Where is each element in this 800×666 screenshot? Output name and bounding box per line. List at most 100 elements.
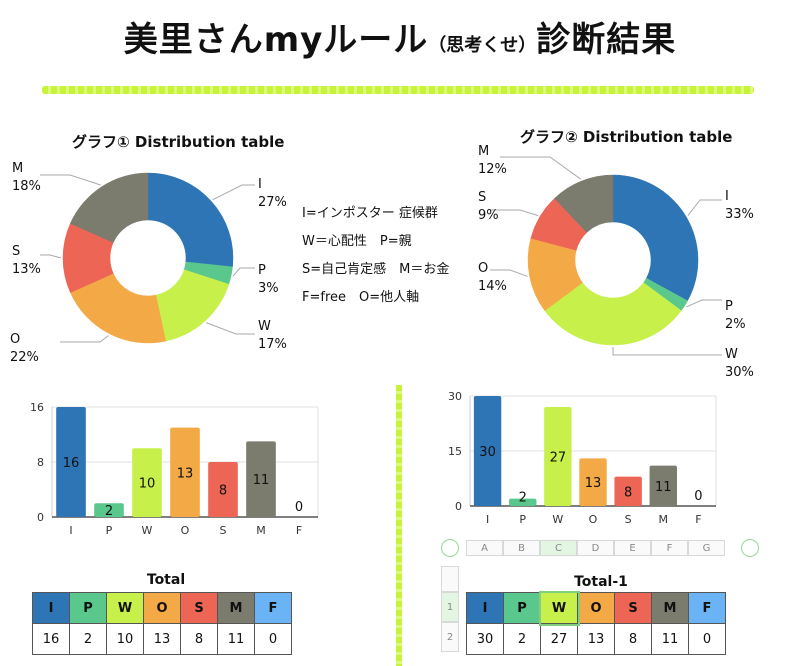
table1-value-m: 11 bbox=[217, 623, 255, 655]
bar1-value-label-i: 16 bbox=[63, 456, 80, 471]
pie1-label-o-name: O bbox=[10, 332, 21, 347]
column-header-f[interactable]: F bbox=[651, 540, 688, 556]
bar1-ytick-label: 8 bbox=[37, 456, 44, 469]
pie2-leader-i bbox=[687, 199, 722, 216]
bar1-xtick-o: O bbox=[181, 524, 190, 537]
table2-value-o[interactable]: 13 bbox=[577, 623, 615, 655]
pie2-leader-w bbox=[612, 347, 722, 356]
row-header-spacer bbox=[441, 566, 459, 592]
pie1-slice-o bbox=[70, 273, 166, 344]
column-header-a[interactable]: A bbox=[466, 540, 503, 556]
table2-value-i[interactable]: 30 bbox=[466, 623, 504, 655]
pie2-label-s: S 9% bbox=[478, 189, 499, 225]
column-header-g[interactable]: G bbox=[688, 540, 725, 556]
table2-header-p[interactable]: P bbox=[503, 592, 541, 624]
title-main-b: 診断結果 bbox=[536, 20, 677, 60]
pie2-label-w-pct: 30% bbox=[725, 365, 754, 380]
bar1-bar-w bbox=[132, 448, 162, 517]
table2-header-m[interactable]: M bbox=[651, 592, 689, 624]
pie1-slice-w bbox=[155, 269, 230, 342]
legend-line-1: I=インポスター 症候群 bbox=[302, 206, 438, 221]
pie1-leader-m bbox=[40, 174, 101, 186]
pie2-leader-o bbox=[490, 269, 528, 277]
pie2-label-i-pct: 33% bbox=[725, 207, 754, 222]
bar1-xtick-w: W bbox=[142, 524, 153, 537]
pie1-label-i-name: I bbox=[258, 177, 262, 192]
pie2-leader-s bbox=[490, 209, 539, 217]
pie2-label-o-name: O bbox=[478, 261, 489, 276]
bar2-chart: 0 15 30 30 I 2 P 27 W 13 O 8 S 11 M 0 F bbox=[448, 390, 717, 526]
bar1-bar-s bbox=[208, 462, 238, 517]
legend-text-block: I=インポスター 症候群 W＝心配性 P=親 S=自己肯定感 M＝お金 F=fr… bbox=[302, 200, 449, 312]
bar1-xtick-p: P bbox=[106, 524, 113, 537]
pie2-label-m-name: M bbox=[478, 144, 490, 159]
column-header-e[interactable]: E bbox=[614, 540, 651, 556]
pie2-label-m: M 12% bbox=[478, 143, 507, 179]
bar1-bar-o bbox=[170, 427, 200, 517]
bar2-bar-i bbox=[473, 396, 502, 506]
pie2-label-o: O 14% bbox=[478, 260, 507, 296]
highlight-divider-vertical bbox=[396, 385, 402, 666]
bar2-bar-m bbox=[649, 465, 677, 506]
bar1-value-label-s: 8 bbox=[219, 484, 227, 499]
pie2-slice-w bbox=[544, 282, 682, 346]
bar1-value-label-f: 0 bbox=[295, 500, 303, 515]
table1-header-o: O bbox=[143, 592, 181, 624]
pie2-label-i-name: I bbox=[725, 189, 729, 204]
bar2-value-label-f: 0 bbox=[694, 489, 702, 504]
bar2-xtick-p: P bbox=[519, 513, 526, 526]
pie2-label-p-pct: 2% bbox=[725, 317, 746, 332]
bar2-marks: 0 15 30 30 I 2 P 27 W 13 O 8 S 11 M 0 F bbox=[448, 390, 717, 526]
column-handle-button[interactable] bbox=[741, 539, 759, 557]
table2-header-w[interactable]: W bbox=[538, 590, 580, 626]
select-all-button[interactable] bbox=[441, 539, 459, 557]
pie1-label-p-name: P bbox=[258, 263, 266, 278]
row-header-1[interactable]: 1 bbox=[441, 592, 459, 622]
bar2-value-label-m: 11 bbox=[655, 480, 672, 495]
table2-value-s[interactable]: 8 bbox=[614, 623, 652, 655]
bar1-marks: 0 8 16 16 I 2 P 10 W 13 O 8 S 11 M 0 F bbox=[30, 401, 319, 537]
pie1-label-i: I 27% bbox=[258, 176, 287, 212]
table2-header-i[interactable]: I bbox=[466, 592, 504, 624]
pie1-label-s: S 13% bbox=[12, 243, 41, 279]
table2-value-m[interactable]: 11 bbox=[651, 623, 689, 655]
page-title: 美里さんmyルール（思考くせ）診断結果 bbox=[0, 12, 800, 61]
bar1-ytick-label: 0 bbox=[37, 511, 44, 524]
pie1-leader-o bbox=[60, 335, 109, 343]
bar1-chart: 0 8 16 16 I 2 P 10 W 13 O 8 S 11 M 0 F bbox=[30, 401, 319, 537]
table2-header-f[interactable]: F bbox=[688, 592, 726, 624]
table1-header-m: M bbox=[217, 592, 255, 624]
pie2-label-w: W 30% bbox=[725, 346, 754, 382]
pie2-title: グラフ② Distribution table bbox=[520, 128, 733, 146]
bar2-bar-s bbox=[614, 476, 642, 506]
column-header-d[interactable]: D bbox=[577, 540, 614, 556]
row-header-2[interactable]: 2 bbox=[441, 622, 459, 652]
table1-value-i: 16 bbox=[32, 623, 70, 655]
bar2-xtick-i: I bbox=[486, 513, 489, 526]
table2-value-f[interactable]: 0 bbox=[688, 623, 726, 655]
legend-line-3: S=自己肯定感 M＝お金 bbox=[302, 262, 450, 277]
table2-header-s[interactable]: S bbox=[614, 592, 652, 624]
pie2-leader-m bbox=[500, 156, 582, 180]
pie1-label-p: P 3% bbox=[258, 262, 279, 298]
pie2-label-p-name: P bbox=[725, 299, 733, 314]
bar2-value-label-w: 27 bbox=[550, 451, 567, 466]
table2-header-o[interactable]: O bbox=[577, 592, 615, 624]
column-header-b[interactable]: B bbox=[503, 540, 540, 556]
pie1-label-o-pct: 22% bbox=[10, 350, 39, 365]
table2-value-p[interactable]: 2 bbox=[503, 623, 541, 655]
table2-value-w[interactable]: 27 bbox=[540, 623, 578, 655]
bar1-value-label-p: 2 bbox=[105, 504, 113, 519]
pie1-title: グラフ① Distribution table bbox=[72, 133, 285, 151]
column-header-c[interactable]: C bbox=[540, 540, 577, 556]
pie2-label-s-name: S bbox=[478, 190, 487, 205]
bar1-value-label-m: 11 bbox=[253, 473, 270, 488]
table1-header-i: I bbox=[32, 592, 70, 624]
pie2-slices bbox=[527, 174, 699, 346]
pie1-chart bbox=[40, 172, 255, 344]
pie1-label-s-pct: 13% bbox=[12, 262, 41, 277]
